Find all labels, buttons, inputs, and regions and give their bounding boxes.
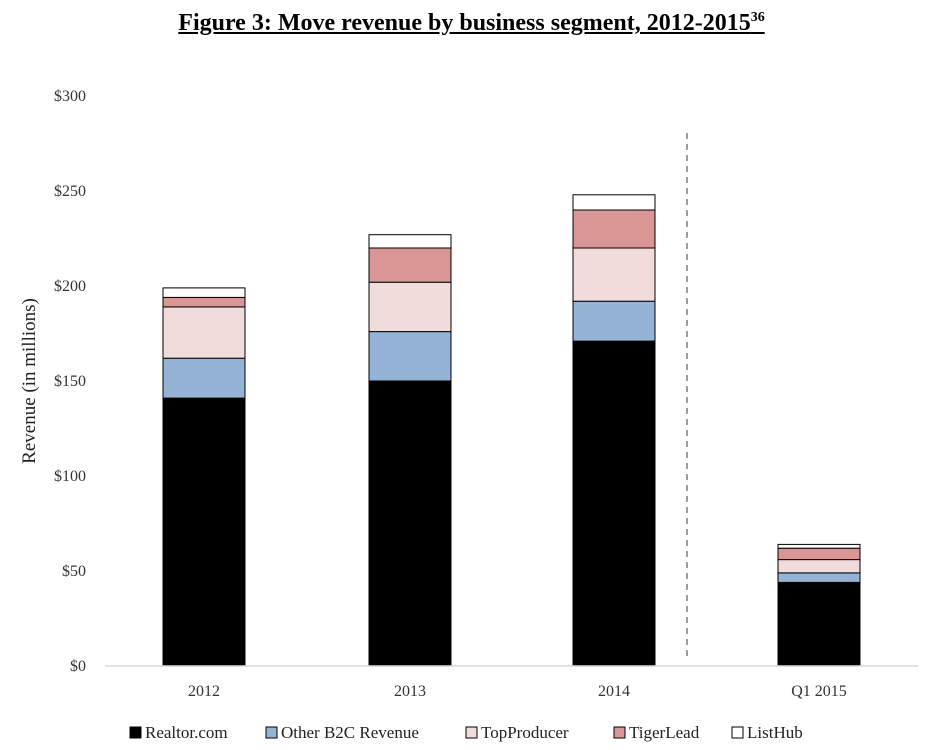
legend-label: Realtor.com bbox=[145, 723, 228, 742]
x-tick-label: 2014 bbox=[598, 683, 630, 700]
bar-segment-tigerlead bbox=[162, 296, 246, 308]
chart-title: Figure 3: Move revenue by business segme… bbox=[0, 10, 943, 37]
bar-segment-listhub bbox=[777, 543, 861, 549]
bars bbox=[162, 194, 861, 667]
bar-segment-other-b2c-revenue bbox=[777, 572, 861, 583]
legend-label: Other B2C Revenue bbox=[281, 723, 419, 742]
legend-swatch bbox=[731, 726, 744, 739]
bar-segment-topproducer bbox=[572, 247, 656, 302]
y-tick-label: $150 bbox=[54, 373, 86, 390]
y-tick-label: $0 bbox=[70, 658, 86, 675]
y-axis-ticks: $0 $50 $100 $150 $200 $250 $300 bbox=[54, 88, 86, 675]
y-axis-label: Revenue (in millions) bbox=[19, 298, 40, 464]
bar-segment-realtor-com bbox=[162, 397, 246, 667]
bar-segment-realtor-com bbox=[368, 380, 452, 667]
legend-swatch bbox=[265, 726, 278, 739]
bar-segment-realtor-com bbox=[777, 581, 861, 667]
y-tick-label: $200 bbox=[54, 278, 86, 295]
y-tick-label: $100 bbox=[54, 468, 86, 485]
legend-swatch bbox=[613, 726, 626, 739]
x-axis-ticks: 2012 2013 2014 Q1 2015 bbox=[188, 683, 847, 700]
legend-label: TigerLead bbox=[629, 723, 700, 742]
y-tick-label: $300 bbox=[54, 88, 86, 105]
x-tick-label: 2012 bbox=[188, 683, 220, 700]
y-tick-label: $50 bbox=[62, 563, 86, 580]
legend-swatch bbox=[129, 726, 142, 739]
y-tick-label: $250 bbox=[54, 183, 86, 200]
legend-label: ListHub bbox=[747, 723, 803, 742]
bar-segment-tigerlead bbox=[777, 547, 861, 561]
x-tick-label: 2013 bbox=[394, 683, 426, 700]
bar-segment-topproducer bbox=[162, 306, 246, 359]
bar-segment-listhub bbox=[368, 234, 452, 249]
bar-segment-topproducer bbox=[368, 281, 452, 333]
legend-swatch bbox=[465, 726, 478, 739]
bar-segment-listhub bbox=[162, 287, 246, 298]
bar-segment-other-b2c-revenue bbox=[162, 357, 246, 399]
title-footnote: 36 bbox=[750, 10, 765, 25]
legend: Realtor.com Other B2C Revenue TopProducer T… bbox=[129, 723, 803, 742]
bar-segment-other-b2c-revenue bbox=[368, 331, 452, 382]
bar-segment-realtor-com bbox=[572, 340, 656, 667]
chart-title-text: Figure 3: Move revenue by business segme… bbox=[178, 10, 751, 36]
bar-segment-topproducer bbox=[777, 559, 861, 574]
bar-segment-tigerlead bbox=[572, 209, 656, 249]
x-tick-label: Q1 2015 bbox=[791, 683, 847, 700]
bar-segment-listhub bbox=[572, 194, 656, 211]
legend-label: TopProducer bbox=[481, 723, 569, 742]
bar-segment-other-b2c-revenue bbox=[572, 300, 656, 342]
bar-segment-tigerlead bbox=[368, 247, 452, 283]
